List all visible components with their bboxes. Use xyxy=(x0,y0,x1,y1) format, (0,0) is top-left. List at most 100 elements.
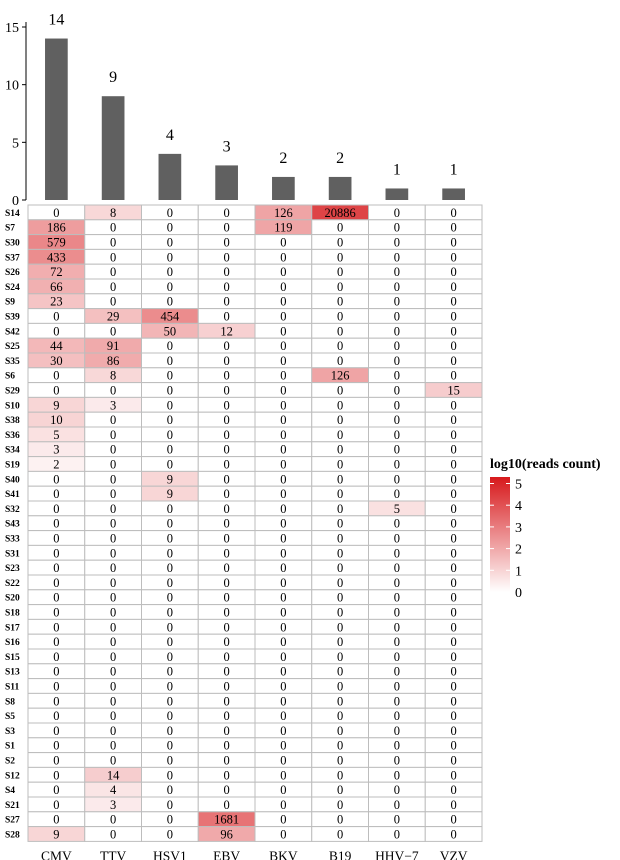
heatmap-cell-value: 0 xyxy=(110,828,116,842)
heatmap-cell-value: 0 xyxy=(224,398,230,412)
heatmap-cell-value: 0 xyxy=(53,650,59,664)
heatmap-cell-value: 0 xyxy=(224,754,230,768)
heatmap-cell-value: 0 xyxy=(167,739,173,753)
y-tick-label: 10 xyxy=(5,79,19,94)
heatmap-cell-value: 0 xyxy=(224,620,230,634)
heatmap-cell-value: 0 xyxy=(110,280,116,294)
heatmap-cell-value: 0 xyxy=(167,295,173,309)
heatmap-cell-value: 0 xyxy=(224,265,230,279)
row-label: S25 xyxy=(5,342,20,352)
row-label: S16 xyxy=(5,638,20,648)
heatmap-cell-value: 0 xyxy=(451,576,457,590)
heatmap-cell-value: 126 xyxy=(331,369,350,383)
heatmap-cell-value: 0 xyxy=(110,813,116,827)
heatmap-cell-value: 0 xyxy=(110,739,116,753)
heatmap-cell-value: 0 xyxy=(280,754,286,768)
heatmap-cell-value: 0 xyxy=(167,532,173,546)
heatmap-cell-value: 0 xyxy=(280,398,286,412)
heatmap-cell-value: 0 xyxy=(451,591,457,605)
heatmap-cell-value: 0 xyxy=(224,221,230,235)
heatmap-cell-value: 0 xyxy=(167,413,173,427)
heatmap-cell-value: 0 xyxy=(337,428,343,442)
heatmap-cell-value: 0 xyxy=(224,206,230,220)
row-label: S37 xyxy=(5,253,20,263)
row-label: S30 xyxy=(5,239,20,249)
heatmap-cell-value: 0 xyxy=(110,620,116,634)
heatmap-cell-value: 0 xyxy=(280,428,286,442)
heatmap-cell-value: 0 xyxy=(280,650,286,664)
legend-tick-label: 4 xyxy=(515,499,522,514)
heatmap-cell-value: 0 xyxy=(224,487,230,501)
heatmap-cell-value: 0 xyxy=(337,502,343,516)
row-label: S40 xyxy=(5,475,20,485)
heatmap-cell-value: 0 xyxy=(167,620,173,634)
heatmap-cell-value: 0 xyxy=(110,724,116,738)
heatmap-cell-value: 0 xyxy=(53,532,59,546)
heatmap-cell-value: 0 xyxy=(110,413,116,427)
heatmap-cell-value: 0 xyxy=(110,546,116,560)
heatmap-cell-value: 0 xyxy=(224,561,230,575)
column-label: VZV xyxy=(440,848,468,860)
heatmap-cell-value: 0 xyxy=(167,635,173,649)
heatmap-cell-value: 0 xyxy=(110,502,116,516)
heatmap-cell-value: 0 xyxy=(337,236,343,250)
heatmap-cell-value: 0 xyxy=(394,517,400,531)
row-label: S41 xyxy=(5,490,20,500)
heatmap-cell-value: 0 xyxy=(280,709,286,723)
heatmap-cell-value: 0 xyxy=(394,458,400,472)
heatmap-cell-value: 5 xyxy=(53,428,59,442)
heatmap-cell-value: 0 xyxy=(337,724,343,738)
heatmap-cell-value: 0 xyxy=(110,384,116,398)
heatmap-cell-value: 72 xyxy=(50,265,63,279)
heatmap-cell-value: 0 xyxy=(167,665,173,679)
heatmap-cell-value: 0 xyxy=(224,724,230,738)
heatmap-cell-value: 0 xyxy=(224,502,230,516)
row-label: S3 xyxy=(5,727,15,737)
heatmap-cell-value: 579 xyxy=(47,236,66,250)
heatmap-cell-value: 0 xyxy=(451,709,457,723)
heatmap-cell-value: 0 xyxy=(280,798,286,812)
row-label: S29 xyxy=(5,387,20,397)
row-label: S11 xyxy=(5,683,20,693)
column-label: B19 xyxy=(329,848,352,860)
column-label: EBV xyxy=(213,848,240,860)
heatmap-cell-value: 0 xyxy=(53,635,59,649)
heatmap-cell-value: 0 xyxy=(110,265,116,279)
column-label: HSV1 xyxy=(153,848,187,860)
heatmap-cell-value: 0 xyxy=(337,472,343,486)
heatmap-cell-value: 0 xyxy=(110,680,116,694)
heatmap-cell-value: 0 xyxy=(110,236,116,250)
heatmap-cell-value: 0 xyxy=(280,606,286,620)
heatmap-cell-value: 0 xyxy=(53,576,59,590)
heatmap-cell-value: 0 xyxy=(224,250,230,264)
row-label: S17 xyxy=(5,623,20,633)
heatmap-cell-value: 20886 xyxy=(325,206,356,220)
heatmap-cell-value: 0 xyxy=(451,813,457,827)
heatmap-cell-value: 9 xyxy=(167,472,173,486)
heatmap-cell-value: 0 xyxy=(394,561,400,575)
row-label: S4 xyxy=(5,786,15,796)
heatmap-cell-value: 0 xyxy=(451,532,457,546)
heatmap-cell-value: 0 xyxy=(451,369,457,383)
heatmap-cell-value: 0 xyxy=(224,428,230,442)
row-label: S27 xyxy=(5,816,20,826)
bar-cmv xyxy=(45,38,68,201)
heatmap-cell-value: 0 xyxy=(394,236,400,250)
row-label: S31 xyxy=(5,549,20,559)
heatmap-cell-value: 0 xyxy=(394,724,400,738)
heatmap-cell-value: 0 xyxy=(110,472,116,486)
heatmap-cell-value: 0 xyxy=(224,295,230,309)
heatmap-cell-value: 0 xyxy=(337,739,343,753)
heatmap-cell-value: 0 xyxy=(394,754,400,768)
heatmap-cell-value: 0 xyxy=(224,680,230,694)
heatmap-cell-value: 0 xyxy=(394,265,400,279)
heatmap-cell-value: 0 xyxy=(337,443,343,457)
row-label: S10 xyxy=(5,401,20,411)
heatmap-cell-value: 0 xyxy=(224,472,230,486)
heatmap-cell-value: 5 xyxy=(394,502,400,516)
heatmap-cell-value: 0 xyxy=(280,620,286,634)
heatmap-cell-value: 0 xyxy=(451,250,457,264)
heatmap-cell-value: 0 xyxy=(280,768,286,782)
heatmap-cell-value: 0 xyxy=(224,650,230,664)
row-label: S9 xyxy=(5,298,15,308)
